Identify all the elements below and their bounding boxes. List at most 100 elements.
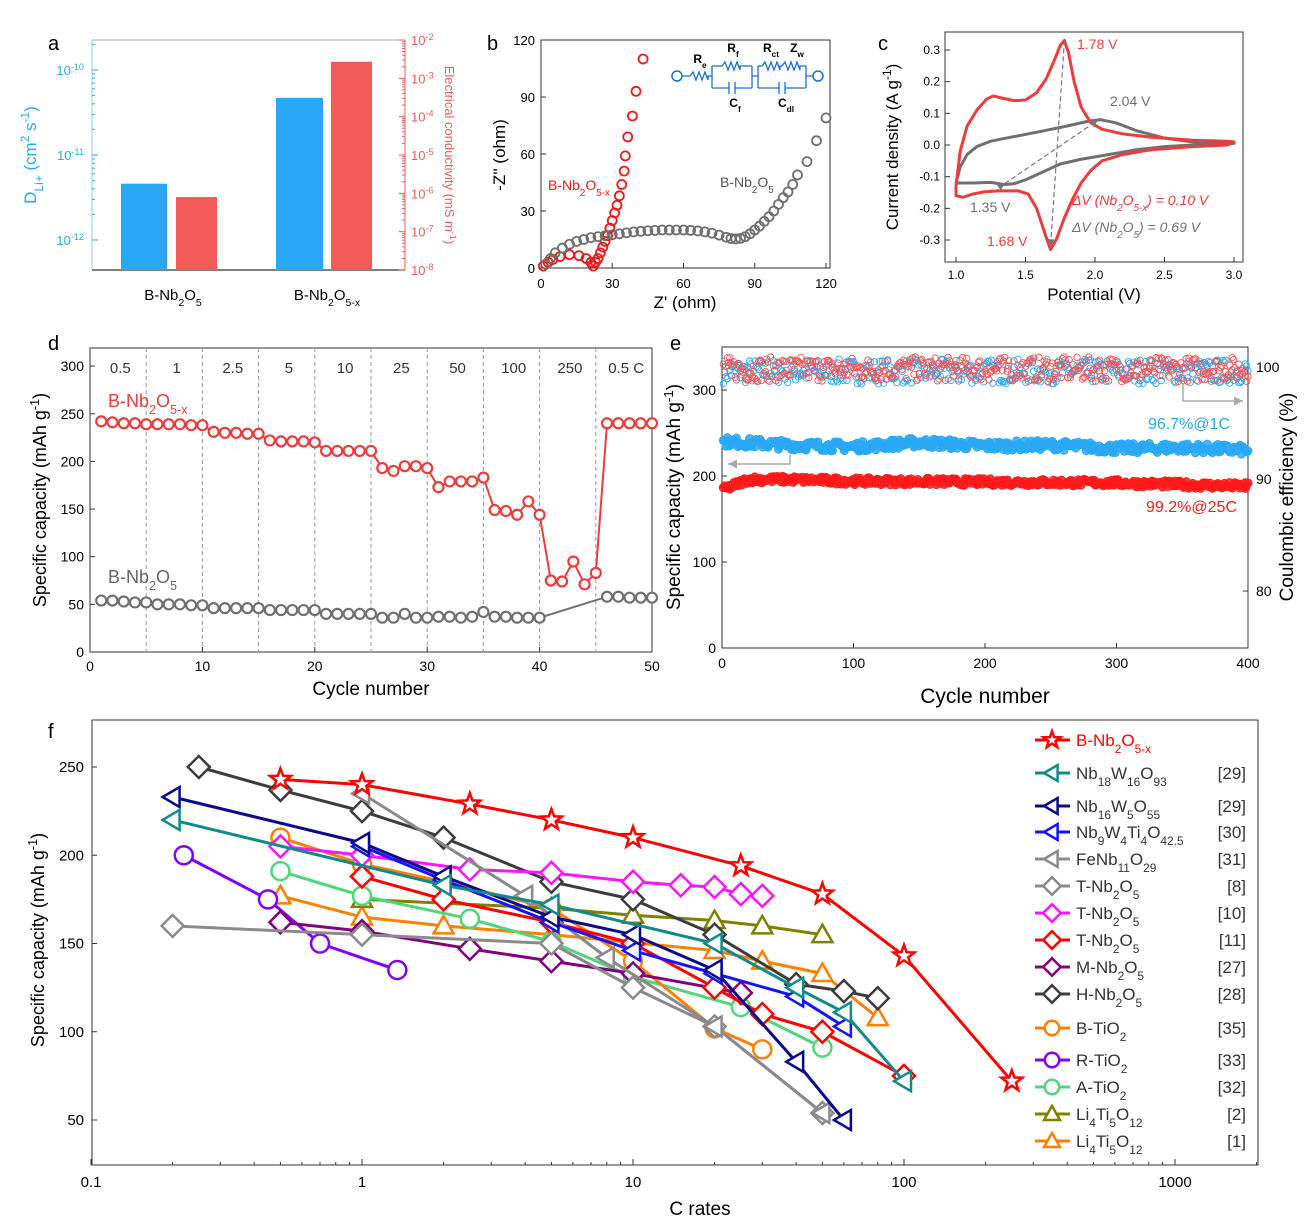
diamond-marker [1041, 983, 1063, 1005]
rate-label: 0.5 [110, 360, 131, 377]
x-tick-label: 0 [86, 658, 94, 674]
triangle-left-marker [831, 1107, 853, 1133]
efficiency-point [734, 360, 742, 368]
data-point [331, 607, 344, 620]
y-tick-label: 250 [59, 759, 84, 776]
data-point [649, 224, 661, 236]
efficiency-point [1165, 373, 1173, 381]
data-point [713, 229, 725, 241]
efficiency-point [976, 357, 984, 365]
x-tick-label: 20 [307, 658, 323, 674]
triangle-left-marker [1041, 848, 1059, 870]
legend-label: Nb9W4Ti4O42.5 [1076, 823, 1184, 848]
efficiency-point [1066, 371, 1075, 379]
efficiency-point [788, 356, 796, 364]
series-line [172, 795, 846, 1121]
rate-label: 50 [449, 360, 466, 377]
legend-item: R-TiO2 [33] [1035, 1051, 1246, 1076]
efficiency-point [1216, 363, 1225, 372]
x-tick-label: 1.5 [1017, 268, 1034, 282]
data-point [612, 590, 625, 603]
legend-label: R-TiO2 [1076, 1051, 1128, 1076]
efficiency-point [755, 357, 763, 365]
efficiency-point [1212, 357, 1221, 365]
efficiency-point [915, 370, 923, 378]
efficiency-point [1102, 374, 1110, 383]
efficiency-point [784, 370, 792, 378]
data-point [585, 232, 597, 244]
diamond-marker [620, 886, 646, 913]
data-point [622, 131, 634, 143]
efficiency-point [1136, 356, 1144, 364]
data-point [555, 575, 569, 588]
efficiency-point [941, 376, 950, 385]
diamond-marker [620, 868, 646, 895]
annotation-peak: 1.68 V [987, 233, 1028, 249]
efficiency-point [1085, 353, 1093, 361]
data-point [635, 225, 647, 237]
efficiency-point [772, 377, 780, 385]
series-line [280, 777, 1013, 1083]
data-point [623, 591, 636, 604]
efficiency-point [835, 365, 843, 373]
y-tick-label: -0.3 [919, 233, 940, 247]
y-tick-label: 0 [528, 261, 535, 276]
annotation-peak: 1.78 V [1077, 36, 1118, 52]
data-point [319, 444, 333, 458]
x-tick-label: 10 [195, 658, 211, 674]
y-right-tick-label: 10-3 [411, 70, 434, 86]
data-point [274, 603, 288, 617]
efficiency-point [890, 375, 898, 383]
diamond-marker [701, 874, 728, 900]
data-point [263, 603, 276, 617]
efficiency-point [722, 373, 730, 381]
data-point [151, 598, 164, 611]
series-line [172, 818, 906, 1083]
efficiency-point [1149, 367, 1157, 376]
efficiency-point [802, 369, 810, 378]
y-right-tick-label: 10-5 [411, 147, 434, 163]
x-tick-label: 2.5 [1156, 268, 1173, 282]
y-tick-label: 0 [76, 644, 84, 660]
data-point [706, 227, 718, 239]
y-tick-label: 0.2 [923, 75, 940, 89]
efficiency-point [903, 376, 912, 385]
diamond-marker [349, 863, 375, 890]
efficiency-point [980, 362, 988, 371]
diamond-marker [349, 798, 375, 824]
efficiency-point [816, 373, 825, 381]
diamond-marker [831, 978, 857, 1004]
efficiency-point [851, 370, 859, 378]
triangle-left-marker [538, 892, 560, 917]
efficiency-point [920, 364, 929, 372]
y-tick-label: 10-10 [56, 62, 84, 78]
diamond-marker [186, 754, 212, 780]
data-point [218, 602, 231, 615]
panel-letter-d: d [48, 333, 59, 355]
efficiency-point [1221, 356, 1230, 364]
circuit-label: Rct [763, 41, 779, 59]
legend-item: Nb18W16O93 [29] [1035, 762, 1246, 789]
efficiency-point [1082, 357, 1090, 365]
efficiency-point [1178, 364, 1186, 372]
legend-reference: [2] [1227, 1105, 1246, 1124]
efficiency-point [732, 376, 741, 384]
y-tick-label: 200 [59, 847, 84, 864]
efficiency-point [1227, 373, 1235, 381]
capacity-point [1243, 446, 1253, 456]
efficiency-point [1137, 370, 1146, 378]
data-point [196, 419, 209, 432]
efficiency-point [1157, 376, 1165, 385]
efficiency-point [1052, 367, 1060, 376]
data-point [616, 178, 628, 190]
efficiency-point [1218, 362, 1226, 370]
legend-item: B-Nb2O5-x [1035, 727, 1151, 756]
legend-reference: [29] [1218, 797, 1246, 816]
data-point [230, 426, 243, 439]
rate-label: 100 [501, 360, 526, 377]
efficiency-point [985, 376, 993, 384]
legend-label: Nb18W16O93 [1076, 764, 1167, 789]
efficiency-point [1078, 358, 1086, 366]
efficiency-point [995, 355, 1004, 364]
diamond-marker [1041, 956, 1063, 978]
